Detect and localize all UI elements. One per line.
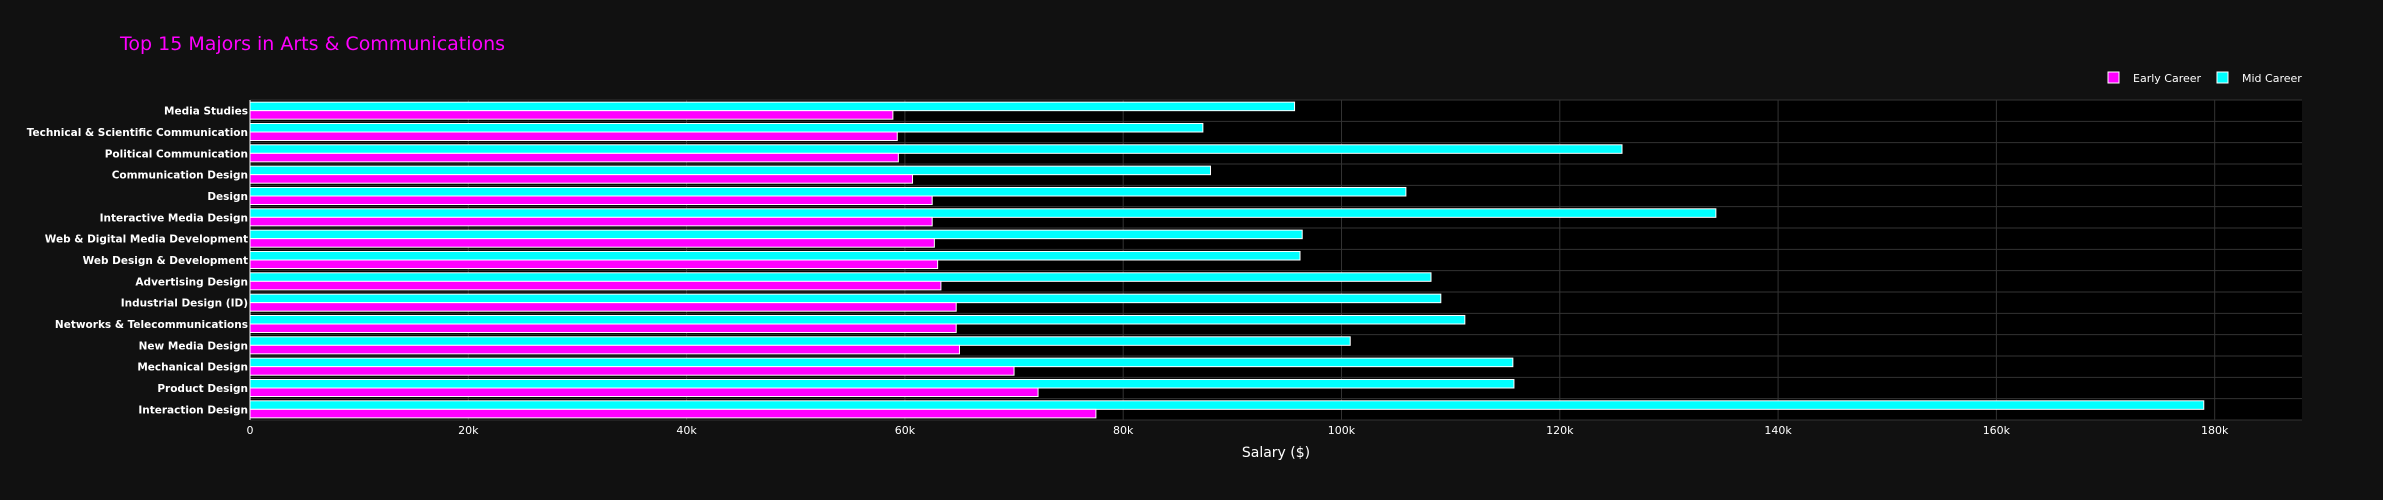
bar-mid-career-advertising-design — [249, 272, 1432, 282]
y-tick-label: Networks & Telecommunications — [55, 319, 248, 331]
bar-mid-career-design — [249, 186, 1407, 197]
x-tick-label: 80k — [1113, 424, 1134, 437]
bar-early-career-web-design-development — [249, 259, 939, 270]
y-tick-label: Political Communication — [105, 148, 248, 160]
bar-mid-career-media-studies — [249, 101, 1296, 112]
x-tick-label: 120k — [1546, 424, 1574, 437]
bar-early-career-web-digital-media-development — [249, 238, 935, 248]
y-tick-label: Media Studies — [164, 106, 248, 118]
bar-early-career-interactive-media-design — [249, 216, 933, 227]
x-axis-tick-labels: 0 20k 40k 60k 80k 100k 120k 140k 160k 180k — [247, 424, 2229, 437]
y-tick-label: Advertising Design — [135, 276, 248, 288]
bar-mid-career-communication-design — [249, 165, 1212, 176]
bar-early-career-mechanical-design — [249, 366, 1015, 376]
bar-early-career-political-communication — [249, 152, 899, 163]
bar-mid-career-networks-telecommunications — [249, 314, 1466, 325]
bar-early-career-interaction-design — [249, 408, 1097, 419]
x-tick-label: 100k — [1328, 424, 1356, 437]
bar-early-career-design — [249, 195, 933, 206]
bar-early-career-media-studies — [249, 110, 894, 120]
y-tick-label: Web & Digital Media Development — [45, 234, 248, 246]
y-tick-label: Mechanical Design — [137, 362, 248, 374]
y-tick-label: Product Design — [157, 383, 248, 395]
y-tick-label: Interactive Media Design — [100, 212, 248, 224]
x-tick-label: 40k — [676, 424, 697, 437]
y-tick-label: Communication Design — [112, 170, 248, 182]
y-tick-label: Design — [207, 191, 248, 203]
bar-mid-career-web-design-development — [249, 250, 1301, 261]
bar-mid-career-interactive-media-design — [249, 208, 1717, 218]
bar-mid-career-new-media-design — [249, 336, 1351, 346]
chart-title: Top 15 Majors in Arts & Communications — [119, 33, 505, 55]
x-tick-label: 140k — [1764, 424, 1792, 437]
y-axis-tick-labels: Media Studies Technical & Scientific Comm… — [27, 106, 248, 417]
grid-lines — [249, 99, 2302, 421]
y-tick-label: New Media Design — [139, 340, 248, 352]
bar-mid-career-technical-scientific-communication — [249, 122, 1204, 133]
legend-label-mid-career: Mid Career — [2242, 72, 2302, 85]
bar-early-career-new-media-design — [249, 344, 960, 355]
legend-label-early-career: Early Career — [2133, 72, 2202, 85]
bar-mid-career-political-communication — [249, 144, 1623, 154]
x-tick-label: 180k — [2201, 424, 2229, 437]
bar-early-career-industrial-design-id — [249, 302, 957, 312]
y-tick-label: Industrial Design (ID) — [121, 298, 248, 310]
y-tick-label: Web Design & Development — [83, 255, 248, 267]
legend[interactable]: Early Career Mid Career — [2107, 71, 2302, 85]
legend-swatch-mid-career — [2216, 71, 2229, 84]
bar-early-career-product-design — [249, 387, 1039, 398]
bar-early-career-technical-scientific-communication — [249, 131, 898, 142]
x-axis-label: Salary ($) — [1242, 445, 1310, 461]
y-tick-label: Interaction Design — [138, 404, 248, 416]
legend-swatch-early-career — [2107, 71, 2120, 84]
x-tick-label: 160k — [1983, 424, 2011, 437]
bar-mid-career-product-design — [249, 378, 1515, 389]
bar-mid-career-web-digital-media-development — [249, 229, 1303, 240]
x-tick-label: 20k — [458, 424, 479, 437]
bar-early-career-networks-telecommunications — [249, 323, 957, 334]
legend-item-mid-career[interactable]: Mid Career — [2216, 71, 2302, 85]
bar-early-career-advertising-design — [249, 280, 942, 291]
bar-mid-career-mechanical-design — [249, 357, 1514, 368]
x-tick-label: 0 — [247, 424, 254, 437]
legend-item-early-career[interactable]: Early Career — [2107, 71, 2202, 85]
x-tick-label: 60k — [895, 424, 916, 437]
y-tick-label: Technical & Scientific Communication — [27, 127, 248, 139]
bar-mid-career-interaction-design — [249, 400, 2205, 410]
bar-mid-career-industrial-design-id — [249, 293, 1442, 304]
bars — [249, 101, 2205, 419]
bar-early-career-communication-design — [249, 174, 914, 184]
